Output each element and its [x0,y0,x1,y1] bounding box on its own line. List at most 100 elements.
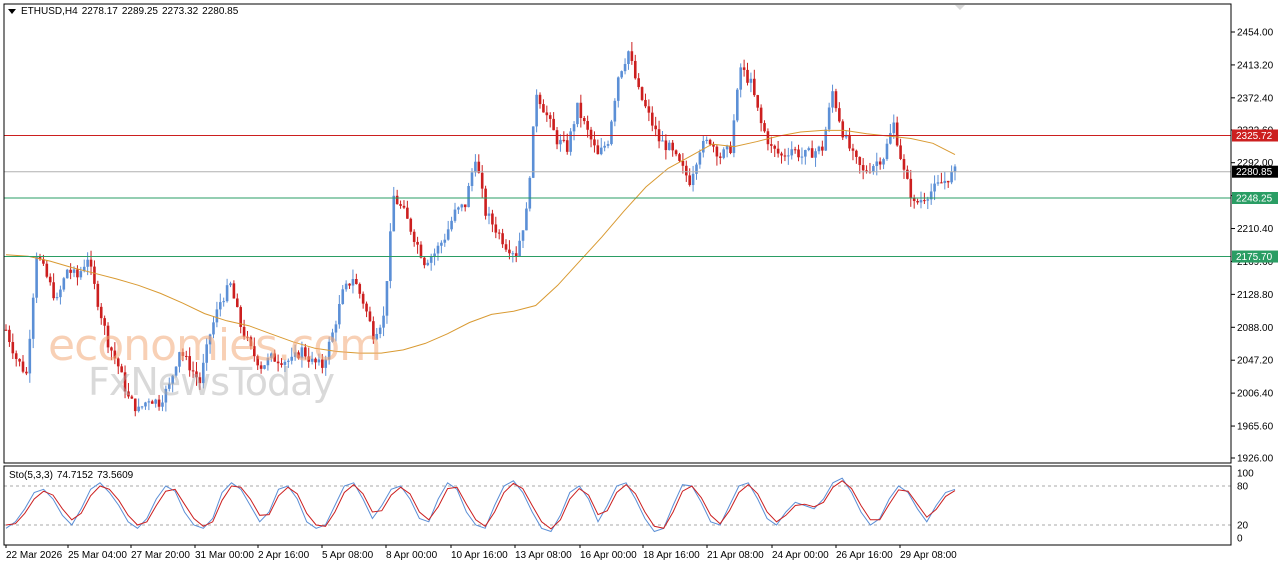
candle-body [266,357,270,366]
candle-body [375,333,379,340]
candle-body [406,207,409,219]
price-tick-label: 2210.40 [1237,224,1274,235]
candle-body [412,231,416,242]
close-value: 2280.85 [202,6,239,17]
candle-body [878,161,882,165]
time-tick-label: 18 Apr 16:00 [643,550,700,561]
candle-body [514,253,518,257]
candle-body [99,306,103,319]
candle-body [164,388,168,403]
time-tick-label: 8 Apr 00:00 [386,550,438,561]
candle-body [378,327,382,334]
level-tag [1232,192,1278,205]
candle-body [759,107,763,124]
candle-body [827,107,831,130]
candle-body [885,143,889,160]
candle-body [589,129,593,140]
candle-body [616,77,620,101]
candle-body [21,361,25,372]
candle-body [555,130,559,145]
price-tick-label: 2128.80 [1237,290,1274,301]
candle-body [477,161,481,173]
candle-body [446,229,450,240]
candle-body [171,375,174,384]
level-tag [1232,129,1278,142]
candle-body [450,220,453,230]
candle-body [161,402,164,407]
candle-body [314,358,317,363]
moving-average-layer [5,129,956,354]
shift-marker-icon[interactable] [955,5,965,10]
candle-body [800,156,804,158]
candle-body [902,158,906,170]
candle-body [429,256,433,263]
candle-body [909,178,913,199]
candle-body [79,271,83,278]
candle-body [460,204,464,208]
candle-body [208,334,212,345]
candle-body [610,121,613,145]
candle-body [395,195,399,205]
candle-body [633,60,637,79]
candle-body [453,209,457,221]
candle-body [630,51,634,61]
candle-body [895,122,899,146]
dropdown-triangle-icon[interactable] [8,8,16,14]
candle-body [943,180,947,184]
candle-body [487,213,491,216]
candle-body [552,118,555,131]
candle-body [916,201,919,203]
candle-body [824,129,828,151]
candle-body [525,208,528,231]
candle-body [940,182,943,184]
price-tick-label: 2292.00 [1237,158,1274,169]
candle-body [423,257,426,266]
stochastic-tick-label: 0 [1237,534,1243,545]
candle-body [181,352,185,356]
candle-body [273,353,277,362]
candle-body [11,342,15,354]
candle-body [191,370,195,372]
candle-body [521,230,525,241]
candle-body [953,166,957,172]
candle-body [130,396,134,399]
candle-body [691,173,695,186]
candle-body [892,122,896,134]
candle-body [834,91,838,109]
candle-body [76,269,79,278]
candle-body [562,139,566,141]
candle-body [212,322,215,335]
candle-body [753,78,756,96]
candle-body [167,383,171,389]
time-tick-label: 5 Apr 08:00 [322,550,374,561]
candle-body [338,303,341,325]
candle-body [647,106,651,113]
candle-body [593,139,596,146]
candle-body [899,145,902,159]
stochastic-tick-label: 100 [1237,469,1254,480]
candle-body [45,263,49,277]
candle-body [133,398,137,412]
stochastic-header: Sto(5,3,3) 74.7152 73.5609 [9,470,137,481]
candle-body [361,293,365,304]
stochastic-main-line [5,477,956,533]
candle-body [82,266,86,272]
candle-body [807,148,811,151]
candle-body [664,140,668,151]
candle-body [613,100,617,122]
candle-body [300,347,304,359]
candle-body [86,259,89,267]
candle-body [582,118,586,122]
candle-body [838,108,841,122]
candle-body [484,188,487,216]
candle-body [392,195,396,232]
candle-body [334,324,338,333]
candle-body [62,278,66,290]
candle-body [946,180,950,183]
time-tick-label: 26 Apr 16:00 [836,550,893,561]
candle-body [358,284,362,294]
candle-body [814,151,817,158]
open-value: 2278.17 [81,6,118,17]
time-tick-label: 27 Mar 20:00 [131,550,190,561]
